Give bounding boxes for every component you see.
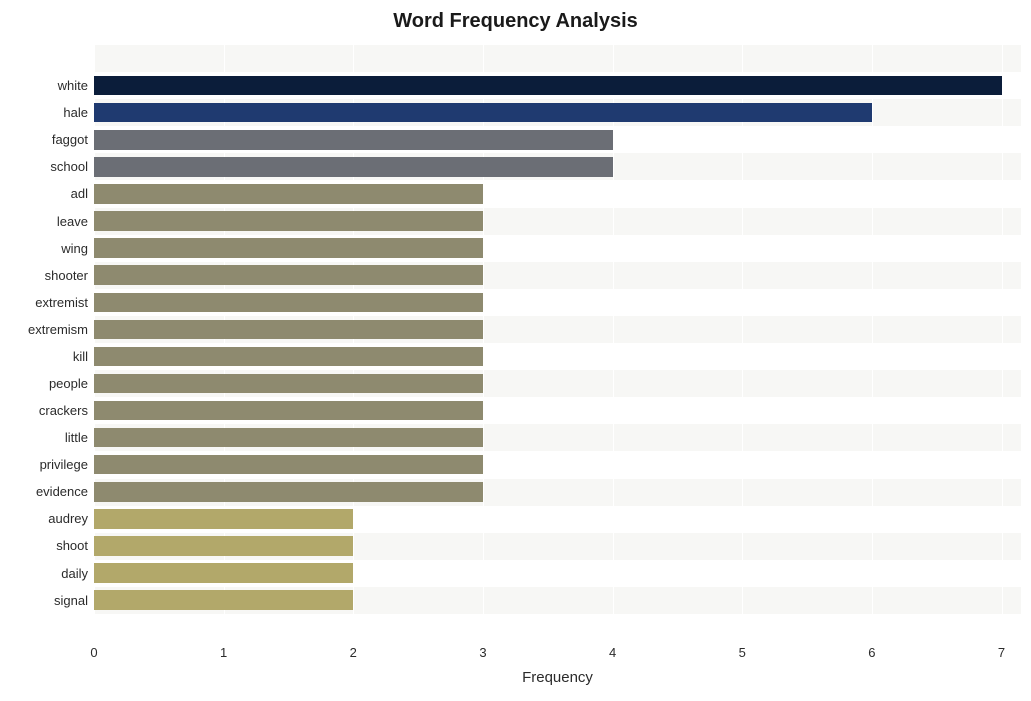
x-tick-label: 2 [350, 645, 357, 660]
bar [94, 428, 483, 447]
y-tick-label: crackers [10, 397, 94, 424]
bars-layer [94, 45, 1021, 641]
x-tick-label: 6 [868, 645, 875, 660]
x-tick-label: 7 [998, 645, 1005, 660]
x-axis-row: 0 1 2 3 4 5 6 7 [10, 645, 1021, 663]
y-tick-label: people [10, 370, 94, 397]
y-axis: whitehalefaggotschooladlleavewingshooter… [10, 45, 94, 641]
x-axis-label: Frequency [94, 669, 1021, 686]
bar [94, 347, 483, 366]
bar [94, 320, 483, 339]
y-tick-label: faggot [10, 126, 94, 153]
bar [94, 293, 483, 312]
y-tick-label: privilege [10, 451, 94, 478]
x-tick-label: 1 [220, 645, 227, 660]
bar-row [94, 370, 1021, 397]
bar [94, 184, 483, 203]
x-tick-label: 3 [479, 645, 486, 660]
bar [94, 509, 353, 528]
y-tick-label: evidence [10, 478, 94, 505]
bar-row [94, 424, 1021, 451]
bar-row [94, 451, 1021, 478]
y-tick-label: shoot [10, 532, 94, 559]
bar [94, 76, 1002, 95]
bar [94, 482, 483, 501]
bar [94, 265, 483, 284]
bar [94, 157, 613, 176]
bar [94, 563, 353, 582]
bar-row [94, 343, 1021, 370]
x-label-spacer [10, 669, 94, 686]
x-axis-spacer [10, 645, 94, 663]
bar [94, 211, 483, 230]
bar [94, 401, 483, 420]
bar-row [94, 289, 1021, 316]
x-tick-label: 5 [739, 645, 746, 660]
y-tick-label: school [10, 153, 94, 180]
y-tick-label: little [10, 424, 94, 451]
y-tick-label: adl [10, 180, 94, 207]
bar-row [94, 559, 1021, 586]
bar-row [94, 235, 1021, 262]
x-tick-label: 4 [609, 645, 616, 660]
bar-row [94, 262, 1021, 289]
bar [94, 103, 872, 122]
bar [94, 590, 353, 609]
y-tick-label: audrey [10, 505, 94, 532]
bar-row [94, 587, 1021, 614]
bar [94, 455, 483, 474]
chart-title: Word Frequency Analysis [10, 10, 1021, 33]
bar-row [94, 397, 1021, 424]
y-tick-label: daily [10, 559, 94, 586]
x-axis: 01234567 [94, 645, 1021, 663]
plot-row: whitehalefaggotschooladlleavewingshooter… [10, 45, 1021, 641]
bar-row [94, 478, 1021, 505]
y-tick-label: signal [10, 587, 94, 614]
plot-area [94, 45, 1021, 641]
x-label-row: Frequency [10, 669, 1021, 686]
bar-row [94, 72, 1021, 99]
bar-row [94, 207, 1021, 234]
y-tick-label: extremism [10, 316, 94, 343]
bar [94, 536, 353, 555]
bar-row [94, 180, 1021, 207]
bar-row [94, 505, 1021, 532]
y-tick-label: kill [10, 343, 94, 370]
y-tick-label: hale [10, 99, 94, 126]
bar-row [94, 99, 1021, 126]
y-tick-label: leave [10, 207, 94, 234]
bar [94, 238, 483, 257]
chart-container: Word Frequency Analysis whitehalefaggots… [0, 0, 1031, 701]
x-tick-label: 0 [90, 645, 97, 660]
y-tick-label: extremist [10, 289, 94, 316]
y-tick-label: white [10, 72, 94, 99]
bar-row [94, 126, 1021, 153]
bar-row [94, 153, 1021, 180]
bar [94, 130, 613, 149]
bar-row [94, 532, 1021, 559]
y-tick-label: shooter [10, 262, 94, 289]
y-tick-label: wing [10, 235, 94, 262]
bar-row [94, 316, 1021, 343]
bar [94, 374, 483, 393]
